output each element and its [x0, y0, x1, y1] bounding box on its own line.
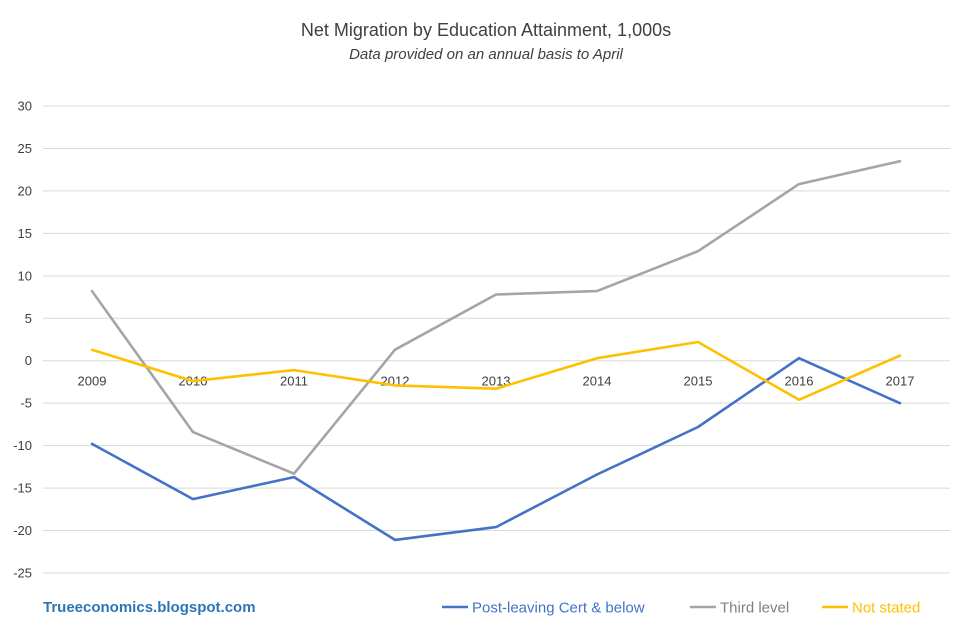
y-tick-label: 15 [18, 226, 32, 241]
series-lines [90, 159, 902, 542]
y-tick-label: 5 [25, 311, 32, 326]
y-tick-label: -20 [13, 523, 32, 538]
y-tick-label: -25 [13, 566, 32, 581]
legend-label: Not stated [852, 600, 920, 617]
legend: Post-leaving Cert & below Third level Not … [442, 600, 920, 617]
series-line-2 [90, 159, 902, 476]
source-label: Trueeconomics.blogspot.com [43, 599, 256, 616]
legend-label: Post-leaving Cert & below [472, 600, 645, 617]
y-tick-label: -5 [20, 396, 32, 411]
series-line-3 [90, 340, 902, 402]
y-tick-label: -10 [13, 438, 32, 453]
y-tick-label: 10 [18, 268, 32, 283]
y-tick-label: -15 [13, 481, 32, 496]
x-tick-label: 2017 [886, 374, 915, 389]
chart-subtitle: Data provided on an annual basis to Apri… [349, 46, 623, 63]
x-tick-label: 2011 [280, 374, 308, 389]
y-axis-ticks: 30 25 20 15 10 5 0 -5 -10 -15 -20 -25 [13, 99, 32, 581]
x-tick-label: 2014 [583, 374, 612, 389]
x-tick-label: 2015 [684, 374, 713, 389]
x-tick-label: 2009 [78, 374, 107, 389]
legend-label: Third level [720, 600, 789, 617]
y-tick-label: 0 [25, 353, 32, 368]
x-tick-label: 2016 [785, 374, 814, 389]
y-tick-label: 20 [18, 183, 32, 198]
x-tick-label: 2013 [482, 374, 511, 389]
gridlines [43, 105, 950, 574]
y-tick-label: 25 [18, 141, 32, 156]
y-tick-label: 30 [18, 99, 32, 114]
chart-title: Net Migration by Education Attainment, 1… [301, 20, 671, 40]
